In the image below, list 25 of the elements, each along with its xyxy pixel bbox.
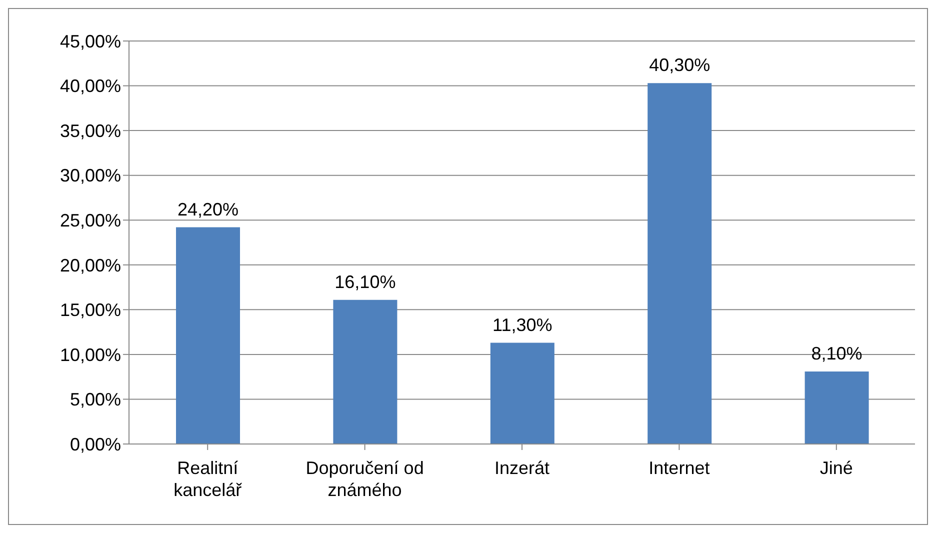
y-tick-label: 20,00% bbox=[60, 255, 121, 276]
bar bbox=[804, 371, 869, 444]
x-tick-label: Internet bbox=[648, 458, 710, 478]
data-label: 24,20% bbox=[177, 199, 239, 220]
data-label: 11,30% bbox=[492, 314, 552, 335]
x-tick-label: Jiné bbox=[820, 458, 853, 478]
x-tick-label: Realitní kancelář bbox=[174, 458, 243, 500]
y-tick-label: 0,00% bbox=[70, 434, 121, 454]
y-tick-label: 25,00% bbox=[60, 210, 121, 230]
bar bbox=[648, 83, 712, 444]
data-label: 40,30% bbox=[649, 55, 710, 76]
x-tick-label: Inzerát bbox=[494, 458, 550, 478]
x-tick-label: Doporučení od známého bbox=[306, 458, 424, 500]
bar bbox=[176, 227, 240, 444]
y-tick-label: 40,00% bbox=[60, 76, 121, 96]
bar bbox=[333, 300, 398, 444]
data-label: 16,10% bbox=[334, 272, 396, 292]
bar bbox=[490, 342, 554, 444]
data-label: 8,10% bbox=[811, 343, 862, 364]
y-tick-label: 45,00% bbox=[60, 31, 121, 52]
y-tick-label: 5,00% bbox=[70, 390, 121, 410]
y-tick-label: 35,00% bbox=[60, 120, 121, 141]
y-tick-label: 30,00% bbox=[60, 166, 121, 186]
y-tick-label: 10,00% bbox=[60, 344, 121, 365]
y-tick-label: 15,00% bbox=[60, 300, 121, 320]
